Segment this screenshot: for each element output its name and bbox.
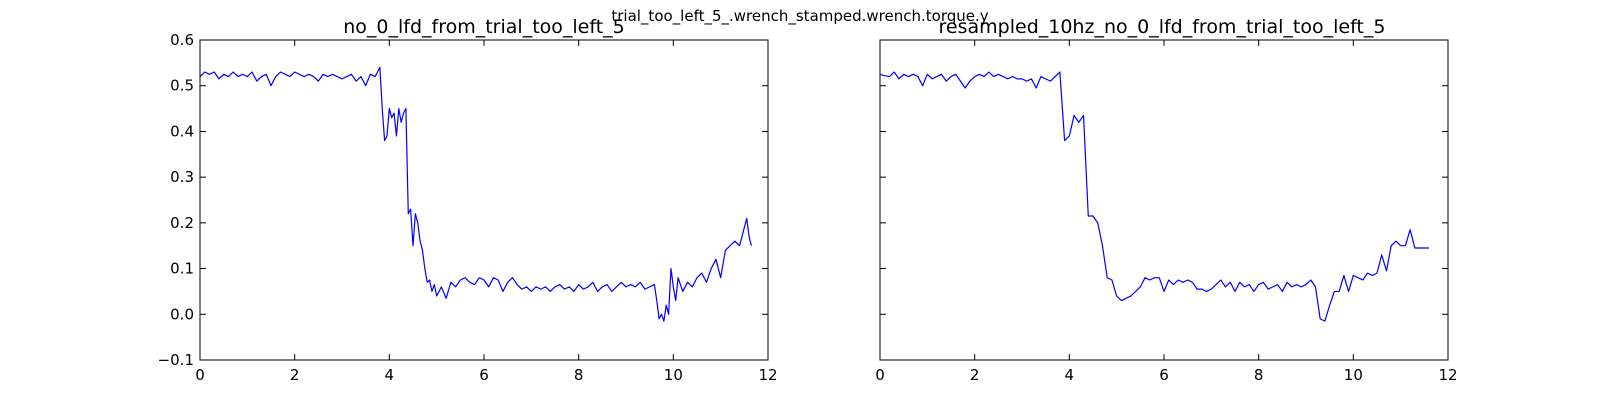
right-x-tick-label: 2 [970, 366, 980, 384]
right-x-tick-label: 12 [1438, 366, 1457, 384]
left-y-tick-label: −0.1 [158, 351, 194, 369]
left-plot-title: no_0_lfd_from_trial_too_left_5 [343, 16, 625, 38]
left-plot-marks [199, 66, 753, 322]
right-plot-marks [879, 71, 1430, 322]
left-plot-frame [199, 39, 769, 361]
right-x-tick-label: 4 [1065, 366, 1075, 384]
left-x-tick-label: 2 [290, 366, 300, 384]
figure-suptitle: trial_too_left_5_.wrench_stamped.wrench.… [611, 7, 988, 26]
left-x-tick-label: 12 [758, 366, 777, 384]
left-y-tick-label: 0.5 [170, 77, 194, 95]
left-y-tick-label: 0.0 [170, 305, 194, 323]
left-y-tick-label: 0.1 [170, 260, 194, 278]
left-y-tick-label: 0.6 [170, 31, 194, 49]
left-plot-panel: no_0_lfd_from_trial_too_left_5 0 2 4 6 8 10 12… [158, 16, 778, 384]
right-plot-title: resampled_10hz_no_0_lfd_from_trial_too_l… [939, 16, 1386, 38]
right-plot-panel: resampled_10hz_no_0_lfd_from_trial_too_l… [875, 16, 1457, 384]
left-y-tick-label: 0.4 [170, 122, 194, 140]
left-x-tick-label: 8 [574, 366, 584, 384]
left-y-tick-label: 0.2 [170, 214, 194, 232]
left-y-tick-label: 0.3 [170, 168, 194, 186]
right-x-tick-label: 0 [875, 366, 885, 384]
left-x-tick-label: 10 [664, 366, 683, 384]
left-series-line [199, 66, 753, 322]
left-x-tick-label: 0 [195, 366, 205, 384]
right-x-tick-label: 8 [1254, 366, 1264, 384]
right-series-line [879, 71, 1430, 322]
right-plot-frame [879, 39, 1449, 361]
left-x-tick-label: 4 [385, 366, 395, 384]
right-x-tick-label: 6 [1159, 366, 1169, 384]
left-x-tick-label: 6 [479, 366, 489, 384]
right-x-tick-label: 10 [1344, 366, 1363, 384]
